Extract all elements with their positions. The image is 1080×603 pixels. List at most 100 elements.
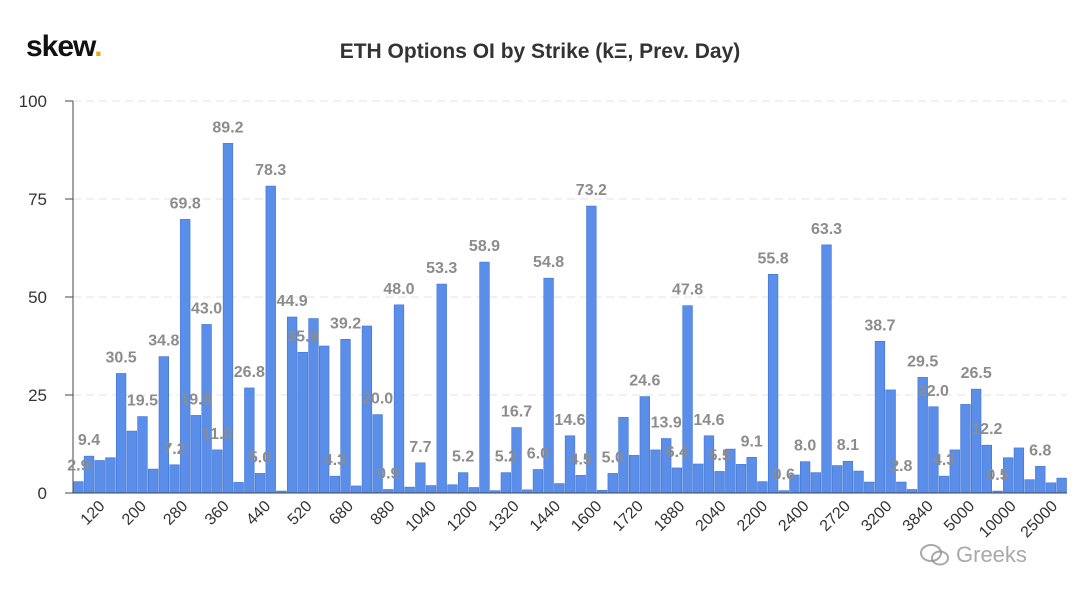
bar (479, 261, 490, 494)
x-tick-label: 10000 (976, 498, 1020, 542)
x-tick-label: 360 (202, 498, 233, 529)
bar (329, 475, 341, 494)
bar (906, 489, 918, 494)
data-label: 8.0 (794, 438, 816, 455)
data-label: 5.2 (495, 449, 517, 466)
x-tick-label: 1200 (444, 498, 481, 535)
x-tick-label: 25000 (1018, 498, 1062, 542)
data-label: 24.6 (629, 373, 660, 390)
data-label: 0.9 (377, 465, 399, 482)
data-label: 6.0 (527, 445, 549, 462)
data-label: 5.2 (452, 449, 474, 466)
data-label: 13.9 (651, 415, 682, 432)
bar (500, 472, 512, 494)
data-label: 0.6 (773, 467, 795, 484)
bar (767, 273, 779, 494)
data-label: 26.5 (961, 365, 992, 382)
bar (233, 482, 244, 494)
bar (1035, 466, 1046, 494)
data-label: 78.3 (255, 162, 286, 179)
data-label: 9.1 (741, 433, 763, 450)
bar (650, 449, 661, 494)
x-tick-label: 1040 (403, 498, 440, 535)
bar (148, 468, 159, 494)
x-tick-label: 1600 (568, 498, 605, 535)
bar (682, 305, 693, 494)
bar (169, 464, 180, 494)
data-label: 63.3 (811, 221, 842, 238)
data-label: 4.5 (570, 451, 592, 468)
bar (971, 388, 982, 494)
bar (297, 351, 308, 494)
data-label: 19.8 (180, 391, 211, 408)
y-tick-label: 75 (28, 190, 47, 209)
bar (94, 460, 105, 494)
data-label: 14.6 (693, 412, 724, 429)
data-label: 39.2 (330, 315, 361, 332)
x-tick-label: 1320 (486, 498, 523, 535)
data-label: 2.9 (67, 458, 89, 475)
bar (628, 455, 640, 494)
bar (693, 463, 704, 494)
data-label: 38.7 (864, 317, 895, 334)
bar (960, 404, 971, 494)
bar (554, 483, 565, 494)
data-label: 89.2 (212, 119, 243, 136)
x-tick-label: 280 (160, 498, 191, 529)
data-label: 73.2 (576, 182, 607, 199)
bar (340, 339, 351, 494)
bar (757, 481, 768, 494)
bar (842, 460, 854, 494)
data-label: 69.8 (170, 195, 201, 212)
x-tick-label: 2720 (817, 498, 854, 535)
y-tick-label: 25 (28, 386, 47, 405)
data-label: 2.8 (890, 458, 912, 475)
data-label: 12.2 (971, 421, 1002, 438)
bar (212, 449, 223, 494)
x-tick-label: 200 (119, 498, 150, 529)
bar (607, 473, 618, 494)
data-label: 34.8 (148, 333, 179, 350)
bar (190, 415, 202, 494)
x-tick-label: 3840 (900, 498, 937, 535)
bar (1024, 479, 1035, 494)
bar (864, 481, 875, 494)
data-label: 6.4 (666, 444, 688, 461)
bar (714, 471, 725, 494)
data-label: 43.0 (191, 300, 222, 317)
bar (265, 185, 276, 494)
data-label: 30.5 (106, 349, 137, 366)
bar (244, 387, 255, 494)
bar (158, 356, 169, 494)
data-label: 16.7 (501, 404, 532, 421)
bar (735, 464, 747, 494)
x-tick-label: 3200 (858, 498, 895, 535)
bar (457, 472, 469, 494)
bar (73, 481, 84, 494)
bar (799, 461, 811, 494)
brand-dot: . (94, 30, 102, 63)
y-tick-label: 100 (19, 92, 47, 111)
data-label: 6.8 (1029, 442, 1051, 459)
x-tick-label: 680 (326, 498, 357, 529)
bar (874, 340, 886, 494)
bar (383, 489, 394, 494)
bar (351, 485, 362, 494)
data-label: 20.0 (362, 391, 393, 408)
data-label: 5.0 (249, 449, 271, 466)
data-label: 47.8 (672, 282, 703, 299)
data-label: 4.3 (933, 452, 955, 469)
data-label: 48.0 (383, 281, 414, 298)
x-tick-label: 2400 (775, 498, 812, 535)
x-tick-label: 440 (243, 498, 274, 529)
bar (115, 373, 127, 494)
bar (468, 487, 479, 494)
bar (832, 465, 843, 494)
data-label: 54.8 (533, 254, 564, 271)
data-label: 0.5 (986, 467, 1008, 484)
data-label: 19.5 (127, 393, 158, 410)
data-label: 58.9 (469, 238, 500, 255)
skew-logo: skew. (26, 30, 103, 64)
bar (105, 457, 116, 494)
